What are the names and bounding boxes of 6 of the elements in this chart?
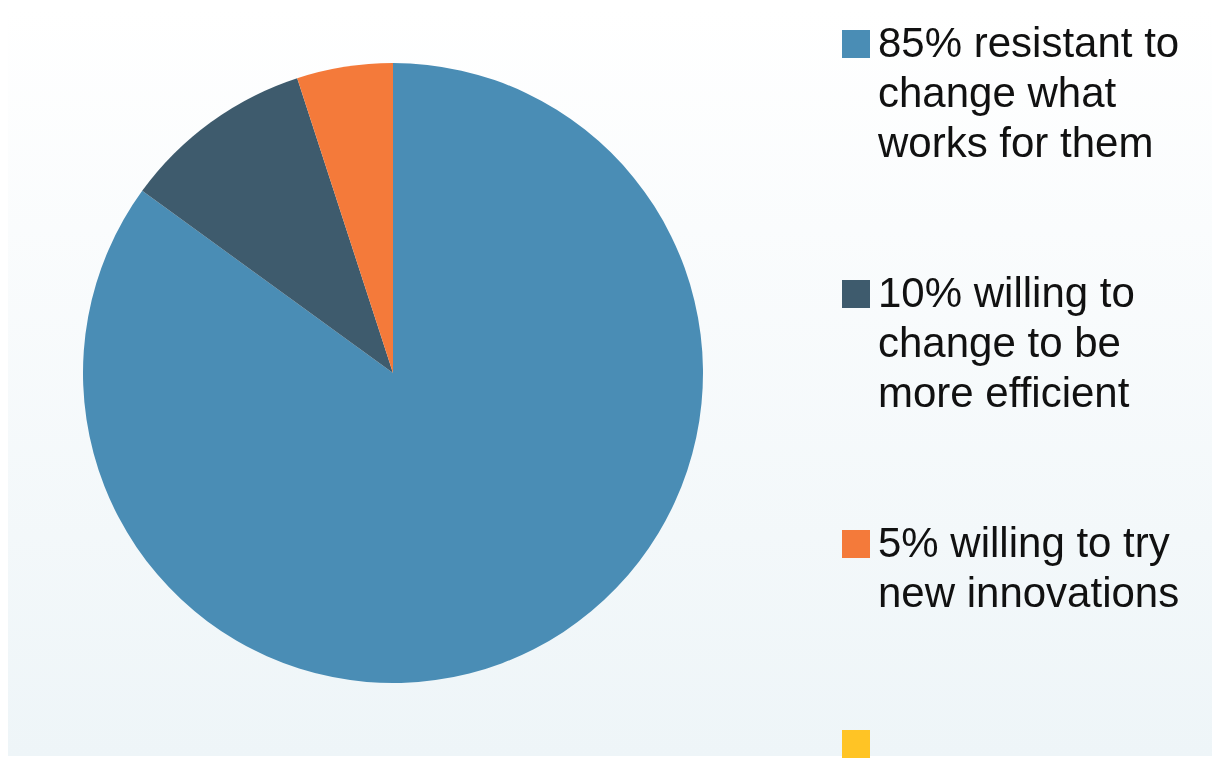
pie-slice	[142, 78, 393, 373]
legend-label: 10% willing to change to be more efficient	[878, 268, 1136, 418]
pie-slice	[83, 63, 703, 683]
pie-slice	[297, 63, 393, 373]
legend-label: 85% resistant to change what works for them	[878, 18, 1181, 168]
legend-label: 5% willing to try new innovations	[878, 518, 1181, 618]
